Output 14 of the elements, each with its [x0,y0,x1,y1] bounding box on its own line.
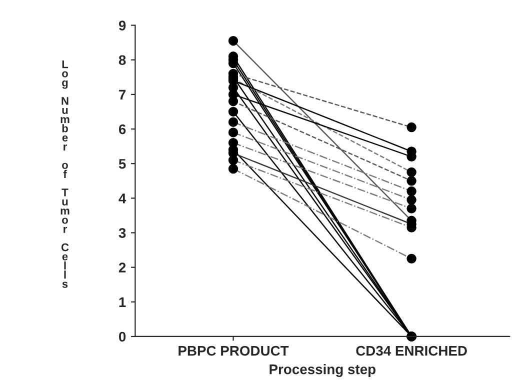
y-tick-label: 4 [118,194,126,204]
y-tick-label: 6 [118,124,126,134]
y-tick-label: 1 [119,297,126,307]
y-tick-label: 3 [118,228,126,238]
y-tick-label: 2 [118,262,126,272]
y-tick-label: 8 [118,55,126,66]
y-tick-label: 5 [118,159,126,169]
x-axis-title: Processing step [270,364,376,378]
text: Log Number of Tumor Cells [60,60,70,288]
y-tick-label: 7 [119,90,126,100]
y-tick-label: 0 [119,332,126,342]
x-tick-label: CD34 ENRICHED [356,346,467,356]
x-tick-label: PBPC PRODUCT [178,346,289,356]
y-tick-label: 9 [118,20,126,30]
